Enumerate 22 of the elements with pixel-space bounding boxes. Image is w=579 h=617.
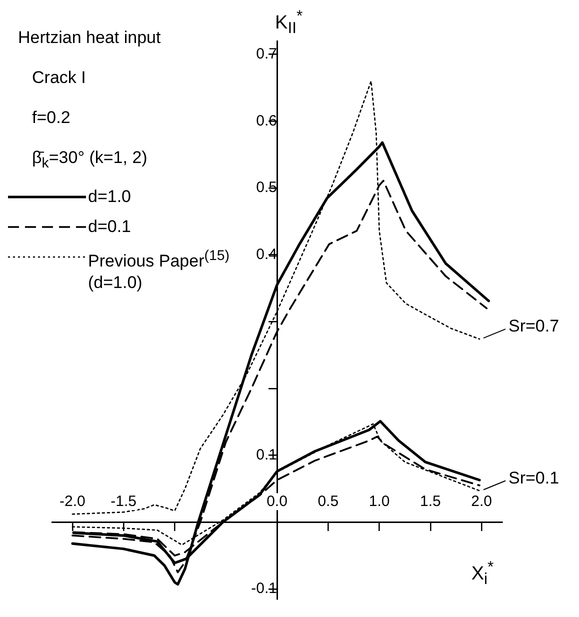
x-tick-label: 0.5 xyxy=(318,492,339,510)
x-tick-label: -1.5 xyxy=(110,492,137,510)
y-tick-label: 0.7 xyxy=(256,46,277,63)
y-tick-label: 0.1 xyxy=(256,446,277,464)
y-tick-label: 0.4 xyxy=(256,246,277,263)
text: Previous Paper$^{(15)}$ (d=1.0) xyxy=(88,248,230,292)
annotation: Sr=0.1 xyxy=(508,468,560,488)
x-tick-label: 0.0 xyxy=(266,492,288,510)
annotation: Crack I xyxy=(31,67,87,89)
annotation: f=0.2 xyxy=(31,107,72,129)
x-tick-label: -2.0 xyxy=(60,492,86,510)
y-tick-label: 0.6 xyxy=(256,112,277,130)
y-tick-label: -0.1 xyxy=(251,580,277,598)
annotation: Hertzian heat input xyxy=(18,27,161,49)
x-tick-label: 1.0 xyxy=(368,492,390,510)
x-tick-label: 2.0 xyxy=(471,492,492,510)
y-tick-label: 0.5 xyxy=(256,179,277,196)
x-tick-label: 1.5 xyxy=(420,492,441,510)
annotation: Sr=0.7 xyxy=(508,316,560,336)
legend-label: d=0.1 xyxy=(87,216,132,237)
annotation: β̄$_{k}$=30° (k=1, 2) xyxy=(31,147,148,174)
legend-label: d=1.0 xyxy=(87,186,132,207)
